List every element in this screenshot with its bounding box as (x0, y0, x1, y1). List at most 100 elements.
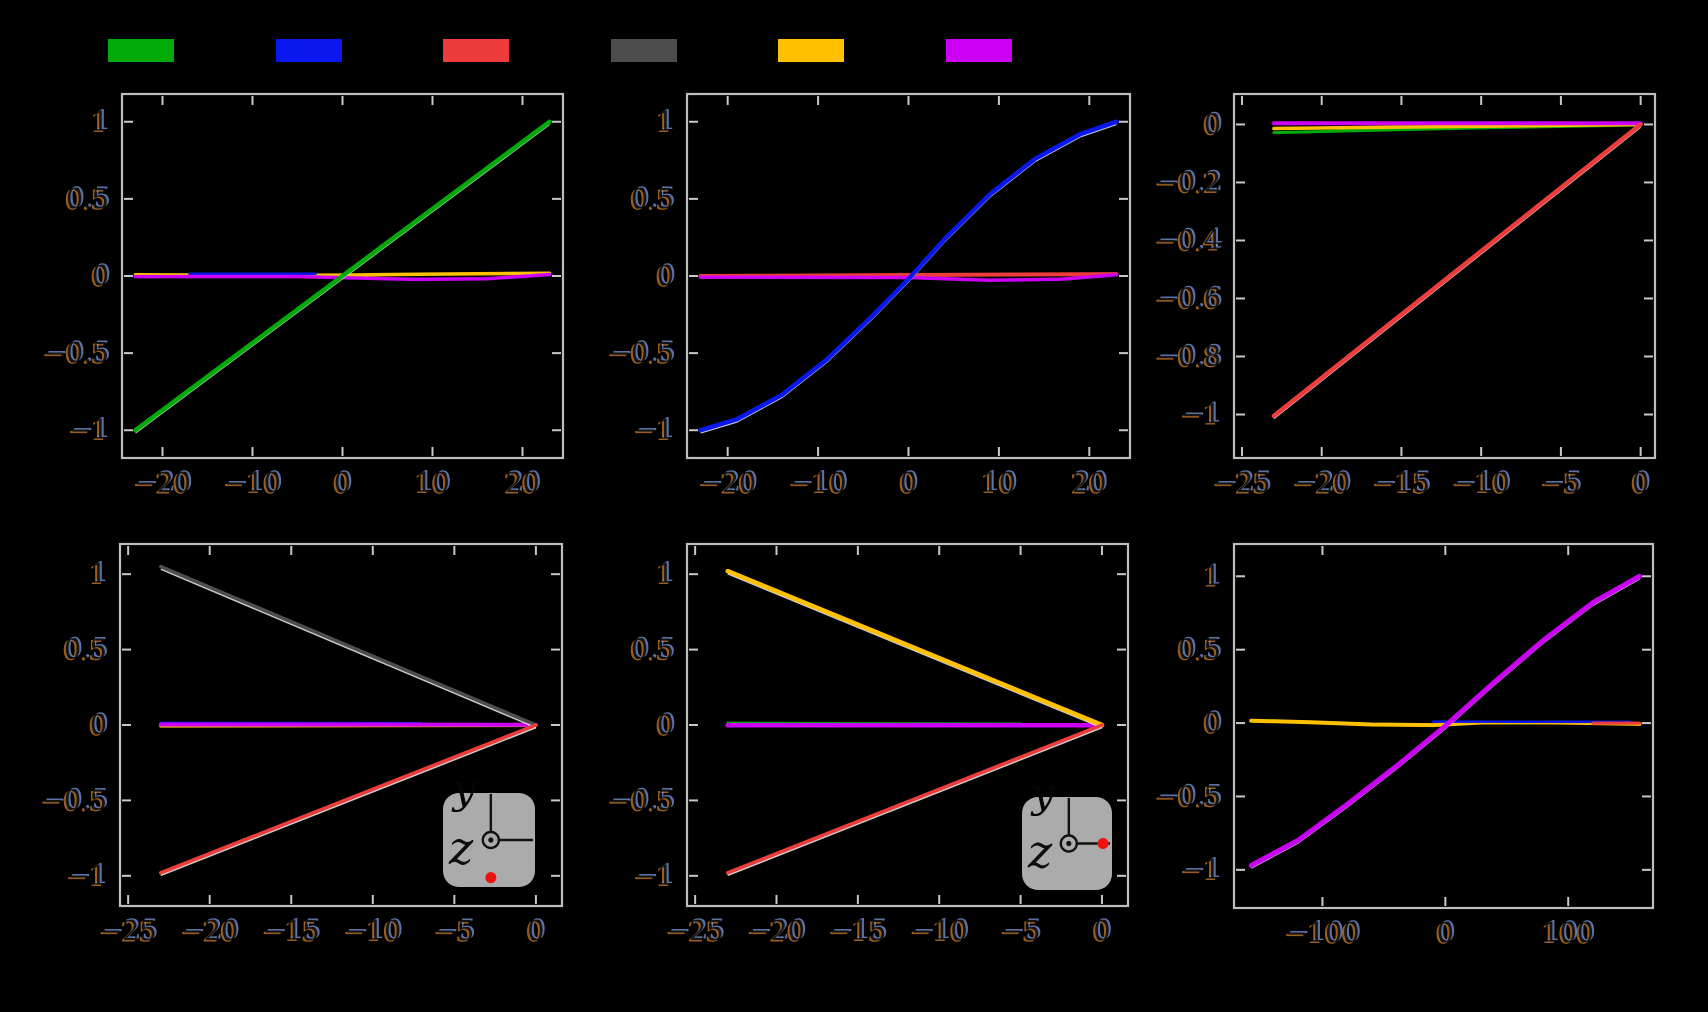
x-tick-label: 0 (1437, 918, 1454, 949)
x-tick-label: −15 (263, 916, 320, 947)
x-tick-label: −100 (1285, 918, 1359, 949)
y-tick-label: −0.8 (1155, 341, 1221, 372)
x-tick-label: 0 (1095, 915, 1112, 946)
y-tick-label: 0.5 (62, 636, 105, 667)
y-tick-label: 1 (90, 108, 107, 139)
x-tick-label: −25 (667, 916, 724, 947)
y-tick-label: 1 (657, 559, 674, 590)
magenta-flat-line (698, 273, 1119, 283)
inset-y-label: y (451, 767, 477, 813)
x-tick-label: −10 (909, 918, 966, 949)
x-tick-label: 0 (336, 467, 353, 498)
x-tick-label: −25 (1215, 467, 1272, 498)
y-tick-label: 1 (1204, 561, 1221, 592)
x-tick-label: 10 (982, 468, 1016, 499)
x-tick-label: 10 (413, 470, 447, 501)
y-tick-label: 1 (659, 105, 676, 136)
y-tick-label: −0.4 (1153, 227, 1219, 258)
y-tick-label: 1 (657, 107, 674, 138)
y-tick-label: 0 (659, 709, 676, 740)
y-tick-label: 0 (1204, 109, 1221, 140)
y-tick-label: 0.5 (68, 182, 111, 213)
x-tick-label: −10 (1451, 470, 1508, 501)
z-out-of-page-dot (1066, 840, 1072, 847)
x-tick-label: −15 (829, 916, 886, 947)
x-tick-label: −20 (183, 915, 240, 946)
x-tick-label: −10 (788, 470, 845, 501)
x-tick-label: −20 (134, 468, 191, 499)
y-tick-label: −1 (1181, 855, 1221, 886)
axes-box (1232, 92, 1657, 460)
y-tick-label: 0 (1204, 708, 1221, 739)
y-tick-label: −0.5 (606, 340, 672, 371)
y-tick-label: 1 (92, 107, 109, 138)
x-tick-label: 0 (1093, 916, 1110, 947)
orange-diagonal-line (725, 568, 1105, 728)
x-tick-label: −25 (669, 915, 726, 946)
x-tick-label: 100 (1540, 920, 1592, 951)
x-tick-label: −10 (222, 470, 279, 501)
y-tick-label: −1 (67, 861, 107, 892)
y-tick-label: −0.8 (1157, 340, 1223, 371)
x-tick-label: −10 (1453, 468, 1510, 499)
y-tick-label: 0 (90, 263, 107, 294)
gray-diagonal-line (159, 564, 538, 727)
y-tick-label: −0.2 (1157, 166, 1223, 197)
y-tick-label: −0.5 (1157, 780, 1223, 811)
x-tick-label: −15 (1375, 467, 1432, 498)
red-diagonal-line (159, 723, 538, 875)
y-tick-label: 0.5 (1176, 636, 1219, 667)
x-tick-label: −15 (261, 918, 318, 949)
x-tick-label: −20 (699, 468, 756, 499)
x-tick-label: −20 (1293, 468, 1350, 499)
y-tick-label: 0 (659, 260, 676, 291)
y-tick-label: 0.5 (631, 184, 674, 215)
y-tick-label: 0.5 (1180, 633, 1223, 664)
y-tick-label: 0 (1202, 111, 1219, 142)
x-tick-label: −10 (913, 915, 970, 946)
y-tick-label: −0.2 (1155, 167, 1221, 198)
y-tick-label: −1 (632, 862, 672, 893)
x-tick-label: 20 (507, 467, 541, 498)
y-tick-label: 0.5 (631, 635, 674, 666)
y-tick-label: −1 (1183, 853, 1223, 884)
magenta-flat-line (133, 272, 552, 282)
red-diagonal-line (725, 723, 1104, 875)
y-tick-label: −0.5 (1155, 781, 1221, 812)
red-diagonal-sheen (727, 726, 1103, 877)
axes-box (1232, 542, 1655, 910)
y-tick-label: −0.5 (606, 787, 672, 818)
y-tick-label: 1 (655, 561, 672, 592)
legend-swatch-blue (276, 39, 342, 62)
y-tick-label: 0 (657, 261, 674, 292)
y-tick-label: −1 (1183, 398, 1223, 429)
x-tick-label: −5 (1001, 916, 1041, 947)
probe-position-dot (485, 872, 497, 884)
axes-box (685, 92, 1132, 460)
y-tick-label: −1 (69, 415, 109, 446)
x-tick-label: −5 (432, 918, 472, 949)
x-tick-label: −20 (179, 918, 236, 949)
y-tick-label: −0.5 (45, 337, 111, 368)
y-tick-label: −0.5 (608, 338, 674, 369)
y-tick-label: 1 (88, 561, 105, 592)
inset-y-label: y (1030, 771, 1056, 817)
x-tick-label: −25 (102, 915, 159, 946)
x-tick-label: 20 (505, 468, 539, 499)
x-tick-label: 0 (1632, 468, 1649, 499)
x-tick-label: 0 (525, 918, 542, 949)
x-tick-label: −5 (1539, 470, 1579, 501)
y-tick-label: −0.5 (608, 785, 674, 816)
legend (0, 0, 1708, 80)
y-tick-label: −0.5 (41, 785, 107, 816)
y-tick-label: 0.5 (633, 182, 676, 213)
x-tick-label: 0 (527, 916, 544, 947)
x-tick-label: −5 (434, 916, 474, 947)
y-tick-label: 0.5 (64, 185, 107, 216)
y-tick-label: 0.5 (1178, 635, 1221, 666)
y-tick-label: 1 (94, 105, 111, 136)
coordinate-frame-inset: zy (443, 767, 535, 887)
y-tick-label: 0 (88, 712, 105, 743)
y-tick-label: 0 (1206, 707, 1223, 738)
x-tick-label: 0 (900, 468, 917, 499)
